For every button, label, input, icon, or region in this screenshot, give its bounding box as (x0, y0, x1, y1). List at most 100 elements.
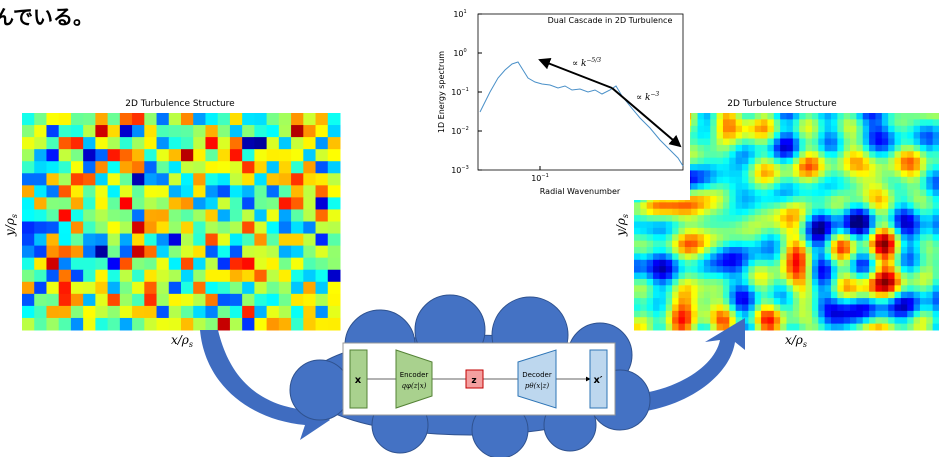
heat-cell (742, 228, 749, 235)
heat-cell (818, 132, 825, 139)
heat-cell (328, 258, 341, 271)
heat-cell (799, 119, 806, 126)
heat-cell (818, 228, 825, 235)
heat-cell (242, 234, 255, 247)
heat-cell (704, 292, 711, 299)
heat-cell (907, 260, 914, 267)
vae-output-label: x′ (593, 375, 602, 386)
heat-cell (34, 149, 47, 162)
heat-cell (678, 209, 685, 216)
heat-cell (640, 311, 647, 318)
heat-cell (242, 113, 255, 126)
heat-cell (316, 234, 329, 247)
heat-cell (181, 306, 194, 319)
heat-cell (729, 241, 736, 248)
heat-cell (230, 258, 243, 271)
heat-cell (254, 137, 267, 150)
heat-cell (698, 158, 705, 165)
heat-cell (640, 215, 647, 222)
heat-cell (748, 183, 755, 190)
heat-cell (806, 151, 813, 158)
heat-cell (254, 173, 267, 186)
heat-cell (742, 170, 749, 177)
heat-cell (850, 132, 857, 139)
heat-cell (729, 202, 736, 209)
heat-cell (920, 215, 927, 222)
heat-cell (926, 317, 933, 324)
heat-cell (914, 164, 921, 171)
heat-cell (856, 241, 863, 248)
heat-cell (767, 260, 774, 267)
heat-cell (678, 222, 685, 229)
heat-cell (267, 282, 280, 295)
heat-cell (303, 270, 316, 283)
heat-cell (678, 304, 685, 311)
heat-cell (799, 113, 806, 120)
heat-cell (717, 113, 724, 120)
heat-cell (723, 273, 730, 280)
heat-cell (793, 253, 800, 260)
heat-cell (761, 292, 768, 299)
heat-cell (647, 266, 654, 273)
heat-cell (825, 209, 832, 216)
heat-cell (856, 158, 863, 165)
heat-cell (812, 228, 819, 235)
heat-cell (267, 246, 280, 259)
heat-cell (729, 126, 736, 133)
heat-cell (691, 324, 698, 331)
heat-cell (856, 317, 863, 324)
heat-cell (907, 177, 914, 184)
heat-cell (844, 119, 851, 126)
heat-cell (933, 317, 939, 324)
heat-cell (717, 304, 724, 311)
heat-cell (95, 294, 108, 307)
heat-cell (882, 260, 889, 267)
heat-cell (59, 113, 72, 126)
heat-cell (242, 222, 255, 235)
heat-cell (755, 215, 762, 222)
heat-cell (291, 282, 304, 295)
heat-cell (205, 149, 218, 162)
heat-cell (844, 183, 851, 190)
heat-cell (920, 119, 927, 126)
heat-cell (132, 222, 145, 235)
heat-cell (704, 190, 711, 197)
heat-cell (825, 241, 832, 248)
heat-cell (888, 183, 895, 190)
heat-cell (767, 209, 774, 216)
heat-cell (895, 170, 902, 177)
heat-cell (653, 324, 660, 331)
heat-cell (914, 202, 921, 209)
heat-cell (647, 209, 654, 216)
heat-cell (882, 196, 889, 203)
heat-cell (818, 151, 825, 158)
heat-cell (193, 125, 206, 138)
heat-cell (254, 282, 267, 295)
heat-cell (793, 317, 800, 324)
heat-cell (729, 292, 736, 299)
heat-cell (882, 215, 889, 222)
heat-cell (157, 149, 170, 162)
heat-cell (120, 234, 133, 247)
heat-cell (825, 170, 832, 177)
heat-cell (926, 209, 933, 216)
heat-cell (831, 158, 838, 165)
heat-cell (920, 183, 927, 190)
heat-cell (723, 304, 730, 311)
heat-cell (914, 311, 921, 318)
heat-cell (685, 234, 692, 241)
heat-cell (761, 304, 768, 311)
heat-cell (787, 215, 794, 222)
heat-cell (678, 234, 685, 241)
heat-cell (888, 311, 895, 318)
heat-cell (303, 149, 316, 162)
heat-cell (22, 161, 35, 174)
heat-cell (774, 202, 781, 209)
heat-cell (755, 298, 762, 305)
heat-cell (767, 247, 774, 254)
heat-cell (659, 241, 666, 248)
heat-cell (666, 260, 673, 267)
heat-cell (767, 285, 774, 292)
heat-cell (748, 170, 755, 177)
heat-cell (640, 228, 647, 235)
